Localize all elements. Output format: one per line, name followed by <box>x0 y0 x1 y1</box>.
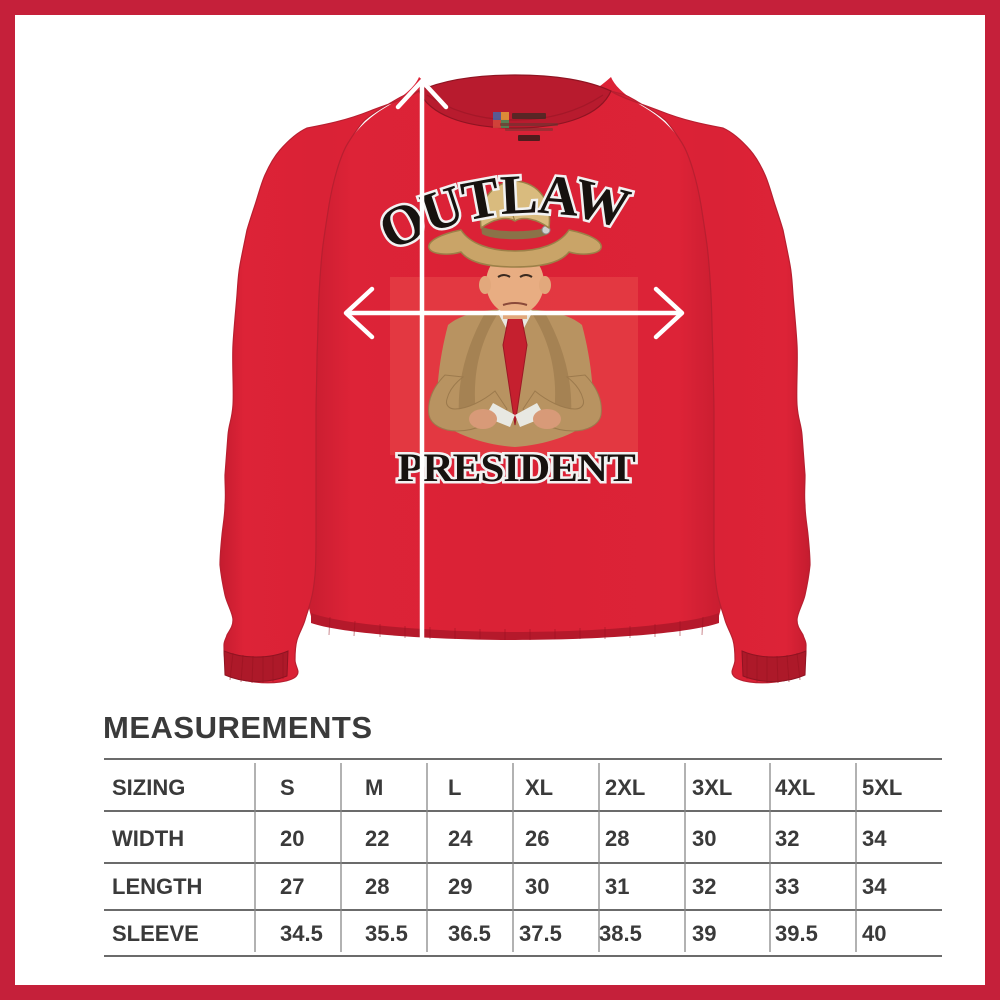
svg-text:SIZING: SIZING <box>112 775 185 800</box>
svg-text:LENGTH: LENGTH <box>112 874 202 899</box>
svg-text:26: 26 <box>525 826 549 851</box>
svg-text:32: 32 <box>775 826 799 851</box>
svg-text:27: 27 <box>280 874 304 899</box>
svg-text:38.5: 38.5 <box>599 921 642 946</box>
svg-text:30: 30 <box>692 826 716 851</box>
svg-text:34: 34 <box>862 826 887 851</box>
svg-text:40: 40 <box>862 921 886 946</box>
svg-text:33: 33 <box>775 874 799 899</box>
svg-text:WIDTH: WIDTH <box>112 826 184 851</box>
svg-text:35.5: 35.5 <box>365 921 408 946</box>
svg-text:36.5: 36.5 <box>448 921 491 946</box>
svg-text:4XL: 4XL <box>775 775 815 800</box>
svg-text:39.5: 39.5 <box>775 921 818 946</box>
svg-text:24: 24 <box>448 826 473 851</box>
svg-text:28: 28 <box>605 826 629 851</box>
svg-text:PRESIDENT: PRESIDENT <box>397 446 636 490</box>
svg-text:5XL: 5XL <box>862 775 902 800</box>
svg-text:22: 22 <box>365 826 389 851</box>
svg-text:31: 31 <box>605 874 629 899</box>
svg-text:XL: XL <box>525 775 553 800</box>
svg-text:34.5: 34.5 <box>280 921 323 946</box>
svg-text:MEASUREMENTS: MEASUREMENTS <box>103 710 373 745</box>
svg-text:SLEEVE: SLEEVE <box>112 921 199 946</box>
svg-text:3XL: 3XL <box>692 775 732 800</box>
svg-text:M: M <box>365 775 383 800</box>
svg-text:28: 28 <box>365 874 389 899</box>
svg-text:32: 32 <box>692 874 716 899</box>
svg-text:30: 30 <box>525 874 549 899</box>
svg-text:37.5: 37.5 <box>519 921 562 946</box>
svg-text:L: L <box>448 775 461 800</box>
svg-text:34: 34 <box>862 874 887 899</box>
svg-text:29: 29 <box>448 874 472 899</box>
svg-text:S: S <box>280 775 295 800</box>
svg-text:39: 39 <box>692 921 716 946</box>
svg-text:2XL: 2XL <box>605 775 645 800</box>
svg-text:20: 20 <box>280 826 304 851</box>
